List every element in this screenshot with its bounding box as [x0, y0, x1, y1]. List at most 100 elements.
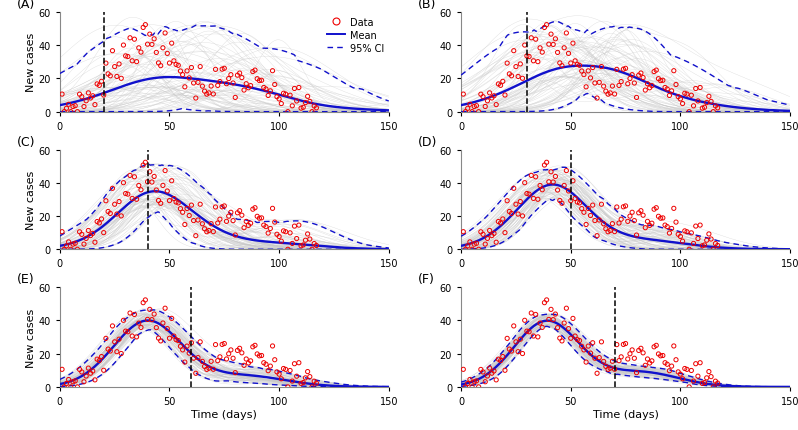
Point	[215, 341, 228, 348]
Point	[196, 83, 209, 90]
Point	[152, 60, 165, 67]
Point	[503, 346, 516, 353]
Point	[119, 190, 132, 197]
Point	[209, 341, 222, 348]
Point	[652, 213, 665, 220]
Point	[681, 92, 693, 98]
Point	[192, 80, 204, 86]
Point	[71, 384, 84, 390]
Point	[512, 348, 524, 355]
Point	[536, 324, 549, 331]
Point	[165, 178, 178, 185]
Point	[602, 366, 614, 373]
Point	[527, 196, 540, 203]
Point	[258, 359, 271, 366]
Point	[277, 365, 290, 372]
Point	[466, 246, 479, 253]
Point	[249, 342, 262, 349]
Point	[525, 172, 538, 179]
Point	[571, 336, 583, 343]
Point	[93, 357, 105, 364]
Point	[205, 221, 218, 227]
Point	[56, 366, 69, 373]
Point	[240, 356, 253, 362]
Point	[667, 68, 680, 75]
Point	[560, 31, 573, 37]
Point	[674, 233, 687, 240]
Point	[159, 168, 172, 175]
Point	[259, 224, 272, 230]
Point	[466, 109, 479, 116]
Point	[599, 363, 612, 370]
Point	[223, 350, 235, 357]
Point	[242, 222, 255, 229]
Point	[244, 83, 257, 90]
Point	[696, 380, 709, 387]
Point	[667, 206, 680, 212]
Point	[593, 354, 606, 361]
Point	[180, 68, 193, 75]
Point	[571, 199, 583, 206]
Point	[207, 366, 219, 373]
Point	[101, 71, 114, 78]
Point	[141, 316, 154, 323]
Point	[69, 103, 81, 110]
Point	[523, 54, 535, 61]
Point	[238, 87, 251, 94]
Point	[218, 203, 231, 210]
Point	[251, 350, 263, 357]
Point	[205, 83, 218, 90]
Point	[84, 95, 97, 102]
Point	[71, 109, 84, 116]
Point	[573, 63, 586, 70]
Point	[132, 45, 145, 52]
Point	[484, 90, 496, 97]
Point	[672, 369, 685, 375]
Point	[667, 343, 680, 350]
Point	[95, 216, 108, 223]
Point	[159, 31, 172, 37]
Point	[170, 62, 183, 69]
Point	[628, 218, 641, 224]
Point	[527, 333, 540, 340]
Point	[293, 85, 306, 92]
Point	[702, 231, 715, 238]
Point	[56, 229, 69, 236]
Point	[220, 356, 233, 362]
Point	[575, 343, 588, 350]
Point	[501, 61, 514, 68]
Point	[646, 358, 658, 365]
Point	[262, 230, 275, 237]
Point	[229, 232, 242, 239]
Point	[152, 335, 165, 342]
Point	[579, 84, 592, 91]
Point	[575, 68, 588, 75]
Point	[494, 220, 507, 227]
Point	[516, 213, 529, 220]
Point	[707, 109, 720, 116]
Point	[623, 350, 636, 357]
Point	[538, 25, 551, 32]
X-axis label: Time (days): Time (days)	[593, 409, 658, 419]
Point	[231, 347, 244, 354]
Point	[685, 92, 697, 99]
Point	[711, 243, 724, 249]
Point	[681, 229, 693, 236]
Point	[303, 99, 316, 106]
Point	[512, 211, 524, 218]
Point	[299, 237, 312, 244]
Point	[66, 104, 79, 111]
Point	[676, 101, 689, 108]
Point	[543, 42, 555, 49]
Point	[558, 182, 571, 189]
Point	[62, 101, 75, 108]
Point	[484, 365, 496, 372]
Point	[658, 359, 671, 366]
Point	[696, 243, 709, 250]
Point	[479, 241, 492, 248]
Point	[297, 379, 310, 386]
Point	[488, 368, 500, 375]
Point	[198, 226, 211, 233]
Point	[573, 200, 586, 207]
Point	[238, 225, 251, 232]
